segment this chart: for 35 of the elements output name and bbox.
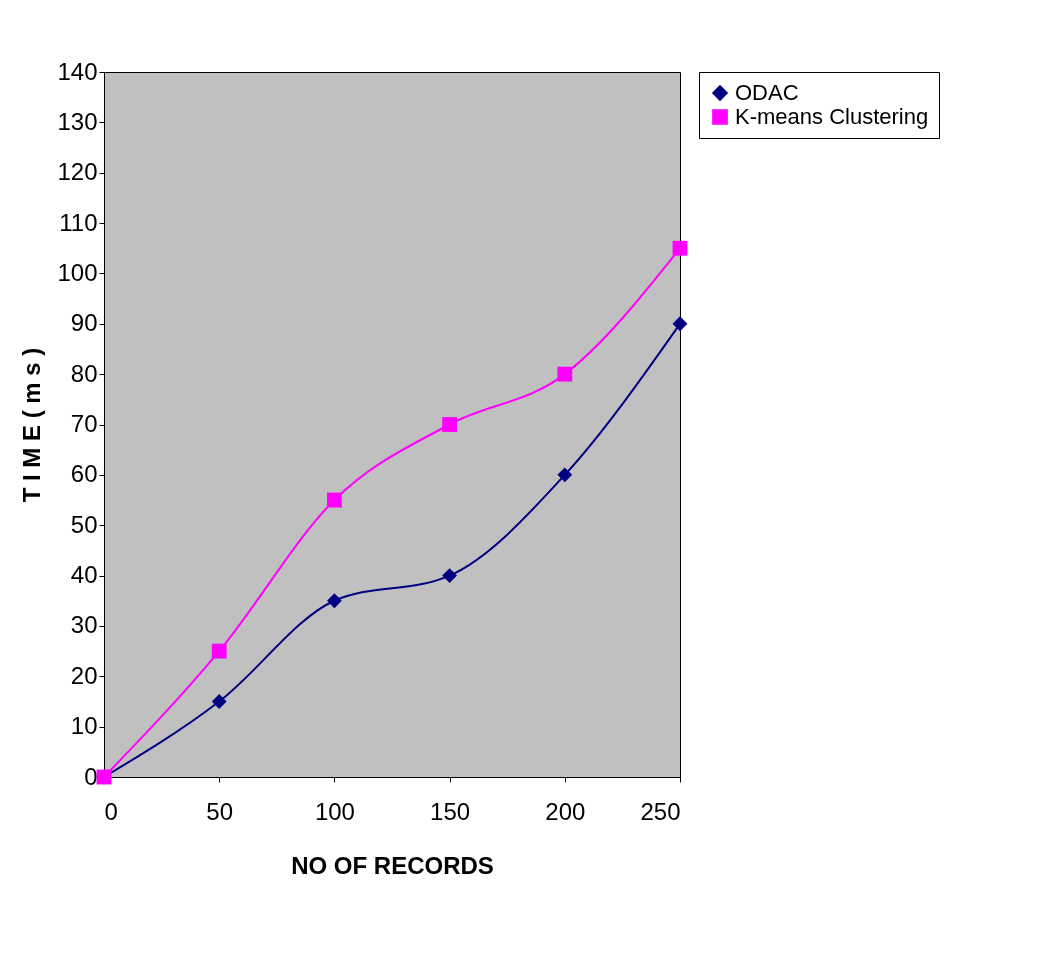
y-tick-label: 0 bbox=[84, 762, 98, 790]
y-tick-label: 110 bbox=[59, 208, 98, 236]
y-tick-label: 50 bbox=[70, 510, 98, 538]
point bbox=[211, 694, 227, 709]
x-tick-label: 50 bbox=[206, 797, 234, 825]
y-axis-title: T I M E ( m s ) bbox=[18, 347, 46, 503]
point bbox=[442, 417, 458, 432]
point bbox=[326, 492, 342, 508]
point bbox=[211, 643, 227, 659]
y-tick-label: 70 bbox=[70, 410, 98, 437]
y-tick-label: 140 bbox=[57, 57, 98, 85]
y-tick-label: 90 bbox=[70, 309, 98, 337]
x-axis-title: NO OF RECORDS bbox=[291, 851, 494, 879]
y-tick-label: 30 bbox=[70, 611, 98, 639]
x-tick-label: 250 bbox=[640, 797, 681, 825]
y-tick-label: 120 bbox=[57, 158, 98, 186]
x-tick-label: 100 bbox=[314, 797, 355, 825]
point bbox=[557, 366, 573, 382]
x-tick-label: 200 bbox=[545, 797, 586, 825]
x-tick-label: 150 bbox=[430, 797, 471, 825]
point bbox=[442, 568, 458, 583]
point bbox=[672, 316, 688, 332]
y-tick-label: 80 bbox=[70, 359, 98, 387]
y-tick-label: 100 bbox=[57, 258, 98, 286]
y-tick-label: 20 bbox=[70, 661, 98, 689]
y-tick-label: 130 bbox=[57, 107, 98, 135]
y-tick-label: 10 bbox=[70, 712, 98, 740]
point bbox=[672, 240, 688, 256]
point bbox=[326, 593, 342, 609]
y-tick-label: 40 bbox=[70, 561, 98, 589]
legend-label: K-means Clustering bbox=[735, 104, 929, 129]
y-tick-label: 60 bbox=[70, 460, 98, 488]
x-tick-label: 0 bbox=[104, 797, 118, 825]
point bbox=[557, 467, 573, 483]
legend-label: ODAC bbox=[735, 80, 799, 105]
